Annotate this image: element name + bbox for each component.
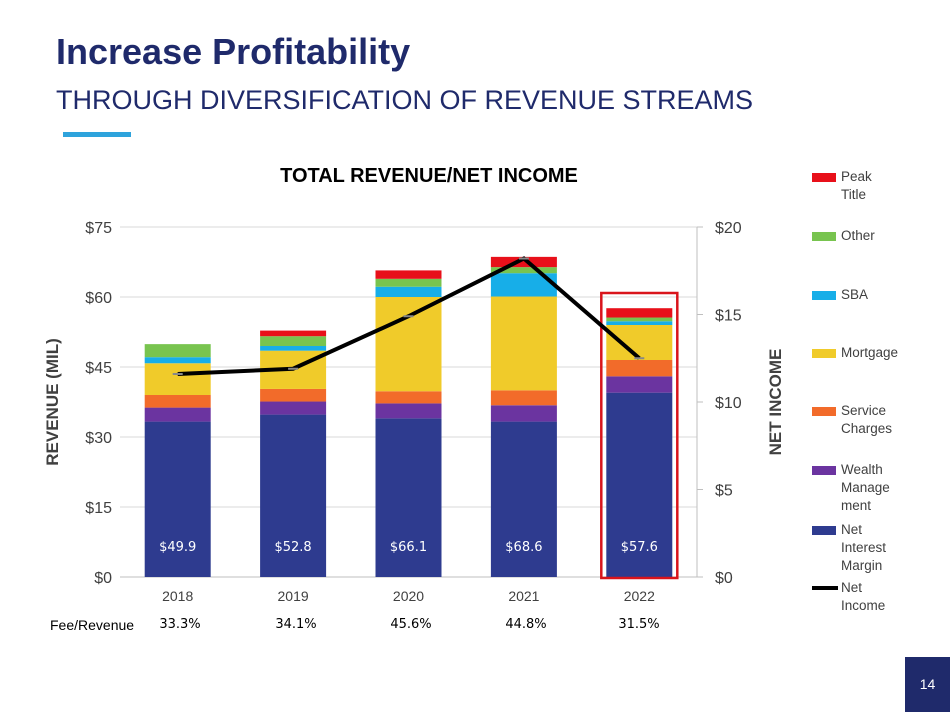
bar-segment-net-interest-margin xyxy=(375,418,442,577)
fee-revenue-label: Fee/Revenue xyxy=(50,617,135,633)
y-tick-label: $45 xyxy=(85,360,112,377)
highlight-box xyxy=(600,291,679,580)
y-tick-label: $75 xyxy=(85,220,112,237)
bar-segment-other xyxy=(144,344,211,358)
legend-label-line: Title xyxy=(841,187,866,202)
y-tick-label: $30 xyxy=(85,430,112,447)
bar-total-label: $68.6 xyxy=(505,540,542,555)
y2-tick-label: $10 xyxy=(715,395,742,412)
legend-label: Service Charges xyxy=(841,403,892,436)
legend-swatch xyxy=(812,407,836,416)
bar-segment-wealth-management xyxy=(144,407,211,422)
bar-segment-net-interest-margin xyxy=(606,392,673,577)
bar-segment-other xyxy=(490,267,557,274)
legend-swatch xyxy=(812,173,836,182)
y2-tick-label: $20 xyxy=(715,220,742,237)
fee-revenue-value: 31.5% xyxy=(618,617,660,632)
y-tick-label: $15 xyxy=(85,500,112,517)
bar-segment-sba xyxy=(375,286,442,297)
y2-tick-label: $15 xyxy=(715,308,742,325)
legend-label: Net Interest Margin xyxy=(841,522,886,573)
bar-segment-other xyxy=(260,336,327,346)
y2-tick-label: $0 xyxy=(715,570,733,587)
bar-segment-wealth-management xyxy=(606,376,673,393)
bar-segment-service-charges xyxy=(606,360,673,377)
bar-segment-peak-title xyxy=(490,256,557,268)
legend-label-line: Mortgage xyxy=(841,345,898,360)
bar-segment-net-interest-margin xyxy=(490,421,557,577)
legend-label: Peak Title xyxy=(841,169,872,202)
legend-label-line: Net xyxy=(841,580,862,595)
legend-label-line: Peak xyxy=(841,169,872,184)
bar-segment-peak-title xyxy=(260,330,327,337)
bar-segment-net-interest-margin xyxy=(260,414,327,577)
legend-label: Mortgage xyxy=(841,345,898,360)
legend-label-line: Income xyxy=(841,598,885,613)
legend-label-line: Wealth xyxy=(841,462,883,477)
bar-segment-net-interest-margin xyxy=(144,421,211,577)
bar-segment-wealth-management xyxy=(260,401,327,415)
accent-bar xyxy=(63,132,131,137)
legend-label: Wealth Manage ment xyxy=(841,462,890,513)
bar-segment-wealth-management xyxy=(490,405,557,422)
y2-axis-title: NET INCOME xyxy=(766,349,785,456)
legend-label-line: Manage xyxy=(841,480,890,495)
legend-label-line: Charges xyxy=(841,421,892,436)
legend-swatch xyxy=(812,291,836,300)
bar-segment-mortgage xyxy=(490,296,557,391)
legend-swatch xyxy=(812,349,836,358)
y-tick-label: $0 xyxy=(94,570,112,587)
bar-segment-service-charges xyxy=(144,395,211,408)
x-tick-label: 2021 xyxy=(508,588,539,604)
slide-subtitle: THROUGH DIVERSIFICATION OF REVENUE STREA… xyxy=(56,85,754,115)
fee-revenue-value: 44.8% xyxy=(505,617,547,632)
slide-title: Increase Profitability xyxy=(56,31,411,72)
legend-swatch xyxy=(812,526,836,535)
x-tick-label: 2020 xyxy=(393,588,424,604)
bar-segment-service-charges xyxy=(260,388,327,402)
bar-total-label: $57.6 xyxy=(621,540,658,555)
legend-label-line: Other xyxy=(841,228,875,243)
y-tick-label: $60 xyxy=(85,290,112,307)
legend-label-line: SBA xyxy=(841,287,868,302)
legend-label: Net Income xyxy=(841,580,885,613)
legend-label: SBA xyxy=(841,287,868,302)
bar-segment-service-charges xyxy=(490,390,557,406)
bar-segment-service-charges xyxy=(375,391,442,404)
bar-segment-wealth-management xyxy=(375,403,442,419)
bar-segment-mortgage xyxy=(375,297,442,392)
legend-label-line: Interest xyxy=(841,540,886,555)
bar-segment-peak-title xyxy=(606,308,673,318)
chart-title: TOTAL REVENUE/NET INCOME xyxy=(280,165,578,187)
legend-label-line: Net xyxy=(841,522,862,537)
legend-label-line: Margin xyxy=(841,558,882,573)
bar-segment-other xyxy=(606,317,673,322)
bar-segment-peak-title xyxy=(375,270,442,279)
bar-segment-sba xyxy=(144,357,211,364)
y2-tick-label: $5 xyxy=(715,483,733,500)
fee-revenue-value: 34.1% xyxy=(275,617,317,632)
page-number: 14 xyxy=(905,657,950,712)
bar-segment-other xyxy=(375,278,442,287)
fee-revenue-value: 33.3% xyxy=(159,617,201,632)
legend-label-line: Service xyxy=(841,403,886,418)
bar-segment-sba xyxy=(490,273,557,297)
bar-segment-mortgage xyxy=(606,325,673,360)
legend-swatch xyxy=(812,232,836,241)
bar-total-label: $49.9 xyxy=(159,540,196,555)
legend-label: Other xyxy=(841,228,875,243)
bar-segment-mortgage xyxy=(144,363,211,395)
legend-swatch xyxy=(812,466,836,475)
fee-revenue-value: 45.6% xyxy=(390,617,432,632)
bar-total-label: $66.1 xyxy=(390,540,427,555)
x-tick-label: 2018 xyxy=(162,588,193,604)
x-tick-label: 2019 xyxy=(278,588,309,604)
legend-label-line: ment xyxy=(841,498,871,513)
x-tick-label: 2022 xyxy=(624,588,655,604)
y-axis-title: REVENUE (MIL) xyxy=(43,338,62,466)
bar-total-label: $52.8 xyxy=(274,540,311,555)
bar-segment-sba xyxy=(260,346,327,351)
bar-segment-sba xyxy=(606,321,673,325)
